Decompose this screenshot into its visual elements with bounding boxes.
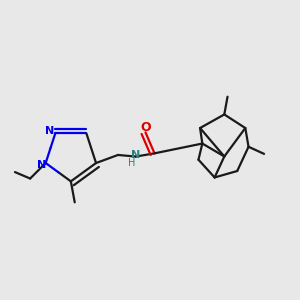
Text: H: H [128, 158, 135, 168]
Text: N: N [37, 160, 46, 170]
Text: N: N [46, 127, 55, 136]
Text: O: O [140, 121, 151, 134]
Text: N: N [131, 150, 140, 160]
